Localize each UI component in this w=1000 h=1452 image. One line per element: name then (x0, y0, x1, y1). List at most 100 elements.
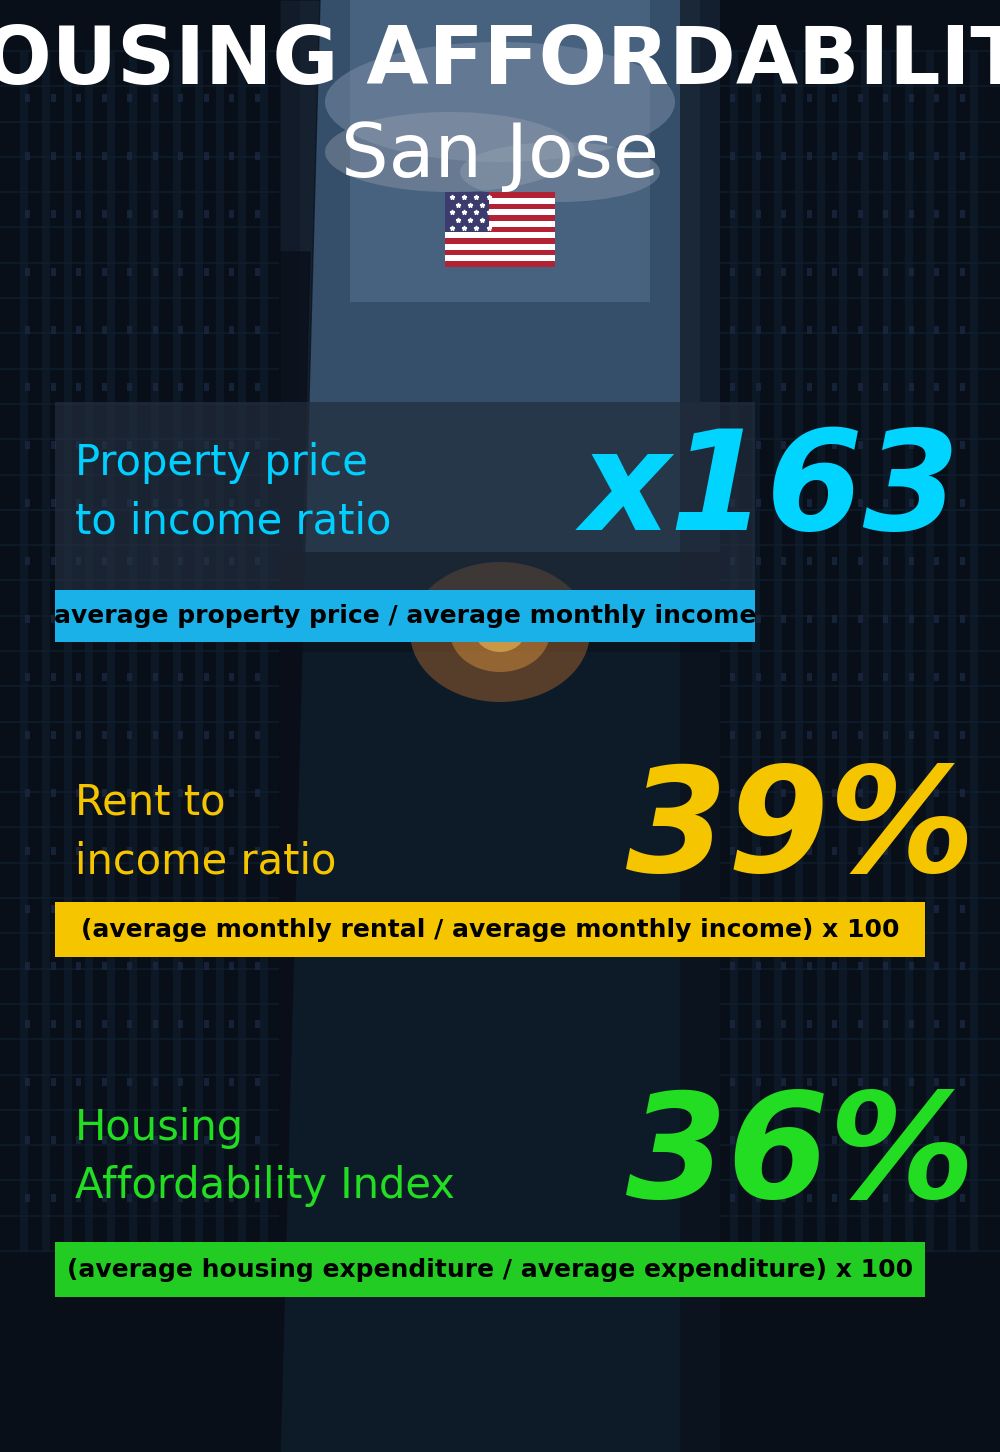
Bar (127, 209, 132, 218)
Bar (204, 1194, 209, 1202)
Bar (909, 94, 914, 102)
Bar (909, 209, 914, 218)
Bar (730, 499, 735, 507)
Bar (204, 383, 209, 392)
Bar (229, 383, 234, 392)
Bar (720, 298, 1000, 299)
Bar (909, 847, 914, 855)
Bar (807, 730, 812, 739)
Bar (720, 192, 1000, 193)
Bar (832, 1194, 837, 1202)
Bar (0, 1250, 280, 1252)
Bar (756, 383, 761, 392)
Bar (25, 1021, 30, 1028)
Bar (255, 1079, 260, 1086)
Bar (76, 152, 81, 160)
Bar (204, 1135, 209, 1144)
Bar (756, 1194, 761, 1202)
Bar (858, 325, 863, 334)
Bar (51, 905, 56, 912)
Bar (178, 847, 183, 855)
Bar (883, 1135, 888, 1144)
Bar (229, 905, 234, 912)
Bar (720, 1109, 1000, 1111)
Bar (720, 473, 1000, 475)
Bar (255, 730, 260, 739)
Bar (300, 0, 700, 402)
Polygon shape (280, 0, 320, 1452)
Bar (25, 441, 30, 449)
Bar (720, 862, 1000, 864)
Bar (255, 383, 260, 392)
Bar (960, 905, 965, 912)
Bar (25, 267, 30, 276)
Bar (25, 1135, 30, 1144)
Bar (909, 1079, 914, 1086)
Bar (229, 499, 234, 507)
Bar (76, 499, 81, 507)
Bar (238, 52, 246, 1252)
Bar (883, 499, 888, 507)
Bar (730, 905, 735, 912)
Bar (102, 267, 107, 276)
Bar (756, 730, 761, 739)
Bar (51, 730, 56, 739)
Bar (178, 616, 183, 623)
Bar (178, 558, 183, 565)
Bar (76, 94, 81, 102)
Bar (127, 616, 132, 623)
Bar (102, 1079, 107, 1086)
Bar (858, 209, 863, 218)
Bar (730, 1135, 735, 1144)
Bar (883, 441, 888, 449)
Bar (255, 672, 260, 681)
Bar (720, 1073, 1000, 1076)
Bar (807, 788, 812, 797)
Bar (229, 672, 234, 681)
Bar (0, 333, 280, 334)
Bar (781, 267, 786, 276)
Bar (883, 383, 888, 392)
Bar (0, 508, 280, 511)
Bar (0, 404, 280, 405)
Bar (807, 441, 812, 449)
Bar (858, 383, 863, 392)
Bar (832, 616, 837, 623)
Bar (756, 152, 761, 160)
Bar (807, 1021, 812, 1028)
Bar (102, 905, 107, 912)
Bar (752, 52, 760, 1252)
Bar (781, 209, 786, 218)
Bar (720, 0, 1000, 1452)
Bar (883, 672, 888, 681)
Bar (178, 499, 183, 507)
Bar (102, 383, 107, 392)
Bar (178, 788, 183, 797)
Bar (229, 267, 234, 276)
Bar (51, 267, 56, 276)
Bar (127, 1021, 132, 1028)
Bar (960, 788, 965, 797)
Bar (756, 558, 761, 565)
Text: 39%: 39% (626, 761, 975, 903)
Bar (229, 1079, 234, 1086)
Bar (720, 1003, 1000, 1005)
Bar (934, 788, 939, 797)
Bar (756, 1021, 761, 1028)
Bar (153, 788, 158, 797)
Bar (229, 1135, 234, 1144)
Bar (720, 1144, 1000, 1146)
Bar (0, 720, 280, 723)
Bar (42, 52, 50, 1252)
Bar (153, 383, 158, 392)
Bar (51, 94, 56, 102)
Bar (781, 94, 786, 102)
Bar (934, 1021, 939, 1028)
Bar (832, 325, 837, 334)
Bar (781, 325, 786, 334)
Bar (807, 152, 812, 160)
Bar (229, 441, 234, 449)
Bar (255, 1194, 260, 1202)
Bar (781, 441, 786, 449)
Bar (756, 847, 761, 855)
